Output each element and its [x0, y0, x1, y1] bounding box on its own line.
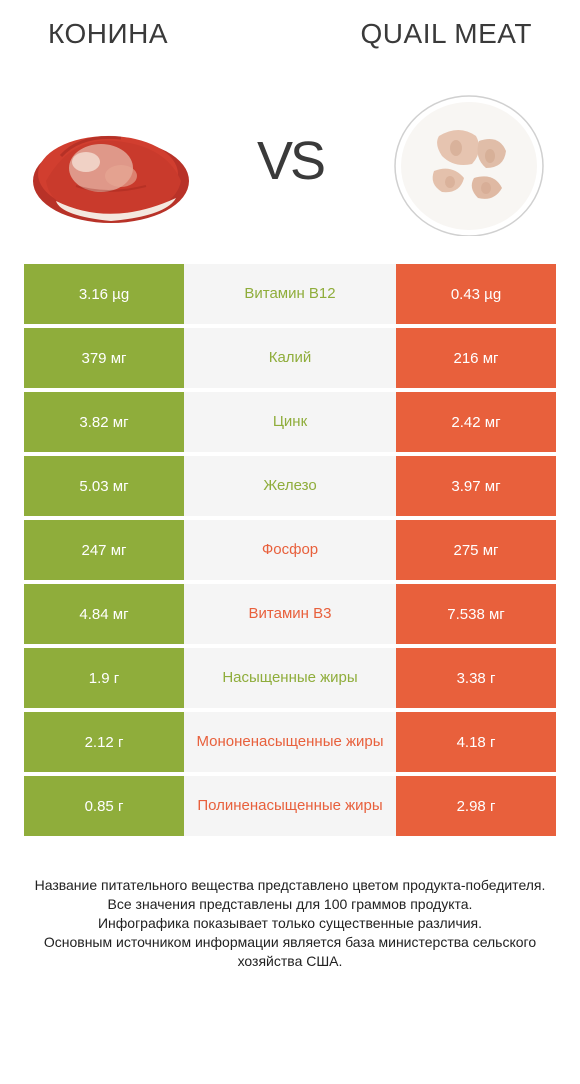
table-row: 3.82 мгЦинк2.42 мг [24, 392, 556, 452]
right-value-cell: 3.97 мг [396, 456, 556, 516]
right-value-cell: 0.43 µg [396, 264, 556, 324]
right-value-cell: 4.18 г [396, 712, 556, 772]
nutrient-comparison-table: 3.16 µgВитамин B120.43 µg379 мгКалий216 … [24, 264, 556, 840]
right-value-cell: 216 мг [396, 328, 556, 388]
left-value-cell: 4.84 мг [24, 584, 184, 644]
left-value-cell: 247 мг [24, 520, 184, 580]
right-value-cell: 2.98 г [396, 776, 556, 836]
nutrient-label-cell: Витамин B3 [184, 584, 396, 644]
quail-meat-image [384, 86, 554, 236]
table-row: 1.9 гНасыщенные жиры3.38 г [24, 648, 556, 708]
right-value-cell: 275 мг [396, 520, 556, 580]
left-value-cell: 3.82 мг [24, 392, 184, 452]
left-value-cell: 379 мг [24, 328, 184, 388]
left-value-cell: 1.9 г [24, 648, 184, 708]
horse-meat-image [26, 86, 196, 236]
left-value-cell: 0.85 г [24, 776, 184, 836]
right-value-cell: 3.38 г [396, 648, 556, 708]
left-value-cell: 3.16 µg [24, 264, 184, 324]
nutrient-label-cell: Полиненасыщенные жиры [184, 776, 396, 836]
right-product-title: QUAIL MEAT [361, 18, 532, 50]
right-value-cell: 2.42 мг [396, 392, 556, 452]
footer-line-1: Название питательного вещества представл… [20, 876, 560, 895]
nutrient-label-cell: Витамин B12 [184, 264, 396, 324]
nutrient-label-cell: Фосфор [184, 520, 396, 580]
left-product-title: КОНИНА [48, 18, 168, 50]
table-row: 379 мгКалий216 мг [24, 328, 556, 388]
nutrient-label-cell: Калий [184, 328, 396, 388]
footer-line-3: Инфографика показывает только существенн… [20, 914, 560, 933]
left-value-cell: 5.03 мг [24, 456, 184, 516]
footer-notes: Название питательного вещества представл… [0, 876, 580, 970]
table-row: 3.16 µgВитамин B120.43 µg [24, 264, 556, 324]
product-images-row: VS [0, 56, 580, 264]
vs-label: VS [257, 130, 323, 192]
table-row: 4.84 мгВитамин B37.538 мг [24, 584, 556, 644]
left-value-cell: 2.12 г [24, 712, 184, 772]
footer-line-2: Все значения представлены для 100 граммо… [20, 895, 560, 914]
footer-line-4: Основным источником информации является … [20, 933, 560, 971]
table-row: 2.12 гМононенасыщенные жиры4.18 г [24, 712, 556, 772]
right-value-cell: 7.538 мг [396, 584, 556, 644]
nutrient-label-cell: Цинк [184, 392, 396, 452]
table-row: 247 мгФосфор275 мг [24, 520, 556, 580]
header: КОНИНА QUAIL MEAT [0, 0, 580, 56]
nutrient-label-cell: Железо [184, 456, 396, 516]
table-row: 0.85 гПолиненасыщенные жиры2.98 г [24, 776, 556, 836]
nutrient-label-cell: Мононенасыщенные жиры [184, 712, 396, 772]
nutrient-label-cell: Насыщенные жиры [184, 648, 396, 708]
table-row: 5.03 мгЖелезо3.97 мг [24, 456, 556, 516]
